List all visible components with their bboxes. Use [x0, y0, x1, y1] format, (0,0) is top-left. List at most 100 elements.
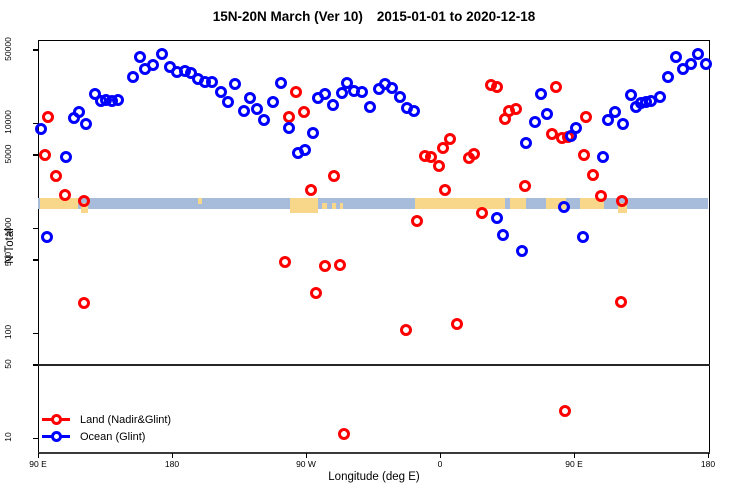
scatter-point-ocean — [685, 57, 698, 70]
chart-title-daterange: 2015-01-01 to 2020-12-18 — [376, 9, 536, 24]
x-tick-label: 180 — [164, 459, 180, 469]
scatter-point-land — [78, 297, 90, 310]
y-axis-tick — [33, 227, 38, 229]
scatter-point-land — [38, 148, 51, 161]
scatter-point-ocean — [133, 50, 146, 63]
reference-line-50 — [38, 363, 710, 366]
scatter-point-ocean — [534, 87, 547, 100]
map-band-land-patch — [322, 202, 327, 210]
scatter-point-ocean — [79, 117, 92, 130]
chart-title: 15N-20N March (Ver 10) 2015-01-01 to 2020… — [38, 9, 710, 24]
land-series-symbol — [42, 414, 70, 425]
scatter-point-ocean — [156, 48, 169, 60]
scatter-point-land — [443, 132, 456, 145]
scatter-point-land — [283, 111, 296, 124]
scatter-point-ocean — [72, 106, 85, 119]
scatter-point-ocean — [228, 78, 241, 91]
map-band-land-patch — [579, 197, 604, 210]
scatter-point-land — [309, 287, 322, 300]
y-tick-label: 50000 — [3, 36, 13, 61]
scatter-point-ocean — [558, 200, 571, 213]
scatter-point-ocean — [298, 144, 311, 157]
x-axis-tick — [573, 453, 575, 458]
x-tick-label: 90 E — [565, 459, 583, 469]
scatter-point-land — [279, 256, 291, 269]
y-axis-tick — [33, 259, 38, 261]
y-tick-label: 100 — [3, 324, 13, 340]
scatter-point-land — [41, 111, 54, 124]
map-band-land-patch — [617, 202, 627, 214]
scatter-point-land — [78, 194, 90, 207]
scatter-point-land — [475, 206, 488, 219]
scatter-point-ocean — [221, 95, 234, 108]
scatter-point-land — [549, 81, 562, 94]
x-axis-title: Longitude (deg E) — [328, 471, 420, 483]
x-tick-label: 90 E — [29, 459, 47, 469]
scatter-point-ocean — [319, 87, 332, 100]
scatter-point-ocean — [597, 151, 610, 164]
scatter-point-land — [297, 106, 310, 119]
scatter-point-land — [290, 86, 303, 99]
scatter-point-ocean — [146, 58, 159, 71]
x-axis-tick — [439, 453, 441, 458]
scatter-point-ocean — [669, 50, 682, 63]
scatter-point-land — [399, 323, 412, 336]
map-band-land-patch — [414, 197, 505, 210]
x-axis-line — [38, 451, 710, 454]
scatter-point-land — [424, 151, 437, 164]
map-band-land-patch — [198, 197, 202, 205]
ocean-series-symbol — [42, 431, 70, 442]
scatter-point-ocean — [393, 90, 406, 103]
scatter-point-ocean — [491, 211, 504, 224]
scatter-point-ocean — [274, 77, 287, 90]
scatter-point-ocean — [111, 93, 124, 106]
scatter-point-ocean — [541, 107, 554, 120]
scatter-point-land — [586, 168, 599, 181]
scatter-point-ocean — [569, 121, 582, 134]
scatter-point-ocean — [608, 106, 621, 119]
x-tick-label: 0 — [437, 459, 443, 469]
scatter-point-land — [579, 111, 592, 124]
scatter-point-land — [411, 214, 424, 227]
y-axis-tick — [33, 332, 38, 334]
y-axis-tick — [33, 49, 38, 51]
y-axis-tick — [33, 364, 38, 366]
x-axis-tick — [171, 453, 173, 458]
scatter-point-ocean — [528, 116, 541, 129]
map-band-ocean — [38, 197, 708, 210]
scatter-point-land — [467, 147, 480, 160]
map-band-land-patch — [546, 197, 566, 210]
scatter-point-land — [518, 180, 531, 193]
scatter-point-ocean — [407, 105, 420, 118]
scatter-point-ocean — [306, 127, 319, 140]
scatter-point-land — [333, 259, 346, 272]
scatter-point-ocean — [496, 228, 509, 241]
chart-title-main: 15N-20N March (Ver 10) — [212, 9, 363, 24]
scatter-point-ocean — [355, 86, 368, 99]
scatter-point-ocean — [601, 113, 614, 126]
scatter-point-ocean — [700, 57, 713, 70]
land-circle-icon — [51, 414, 62, 425]
map-band-land-patch — [339, 202, 343, 210]
scatter-point-ocean — [214, 86, 227, 99]
map-band-land-patch — [509, 197, 527, 210]
scatter-point-ocean — [616, 117, 629, 130]
scatter-point-ocean — [237, 105, 250, 118]
map-band-land-patch — [332, 202, 337, 210]
scatter-point-land — [304, 184, 317, 197]
scatter-point-ocean — [40, 231, 53, 244]
map-band-land-patch — [290, 197, 319, 214]
scatter-point-land — [327, 170, 340, 183]
scatter-point-ocean — [126, 71, 139, 84]
scatter-point-land — [491, 81, 504, 94]
scatter-point-land — [50, 170, 62, 183]
scatter-point-land — [337, 427, 350, 440]
scatter-point-land — [438, 184, 451, 197]
scatter-point-ocean — [205, 75, 218, 88]
scatter-point-ocean — [336, 87, 349, 100]
scatter-point-ocean — [244, 92, 257, 104]
x-axis-tick — [37, 453, 39, 458]
scatter-point-ocean — [516, 245, 529, 258]
legend: Land (Nadir&Glint) Ocean (Glint) — [42, 411, 171, 445]
